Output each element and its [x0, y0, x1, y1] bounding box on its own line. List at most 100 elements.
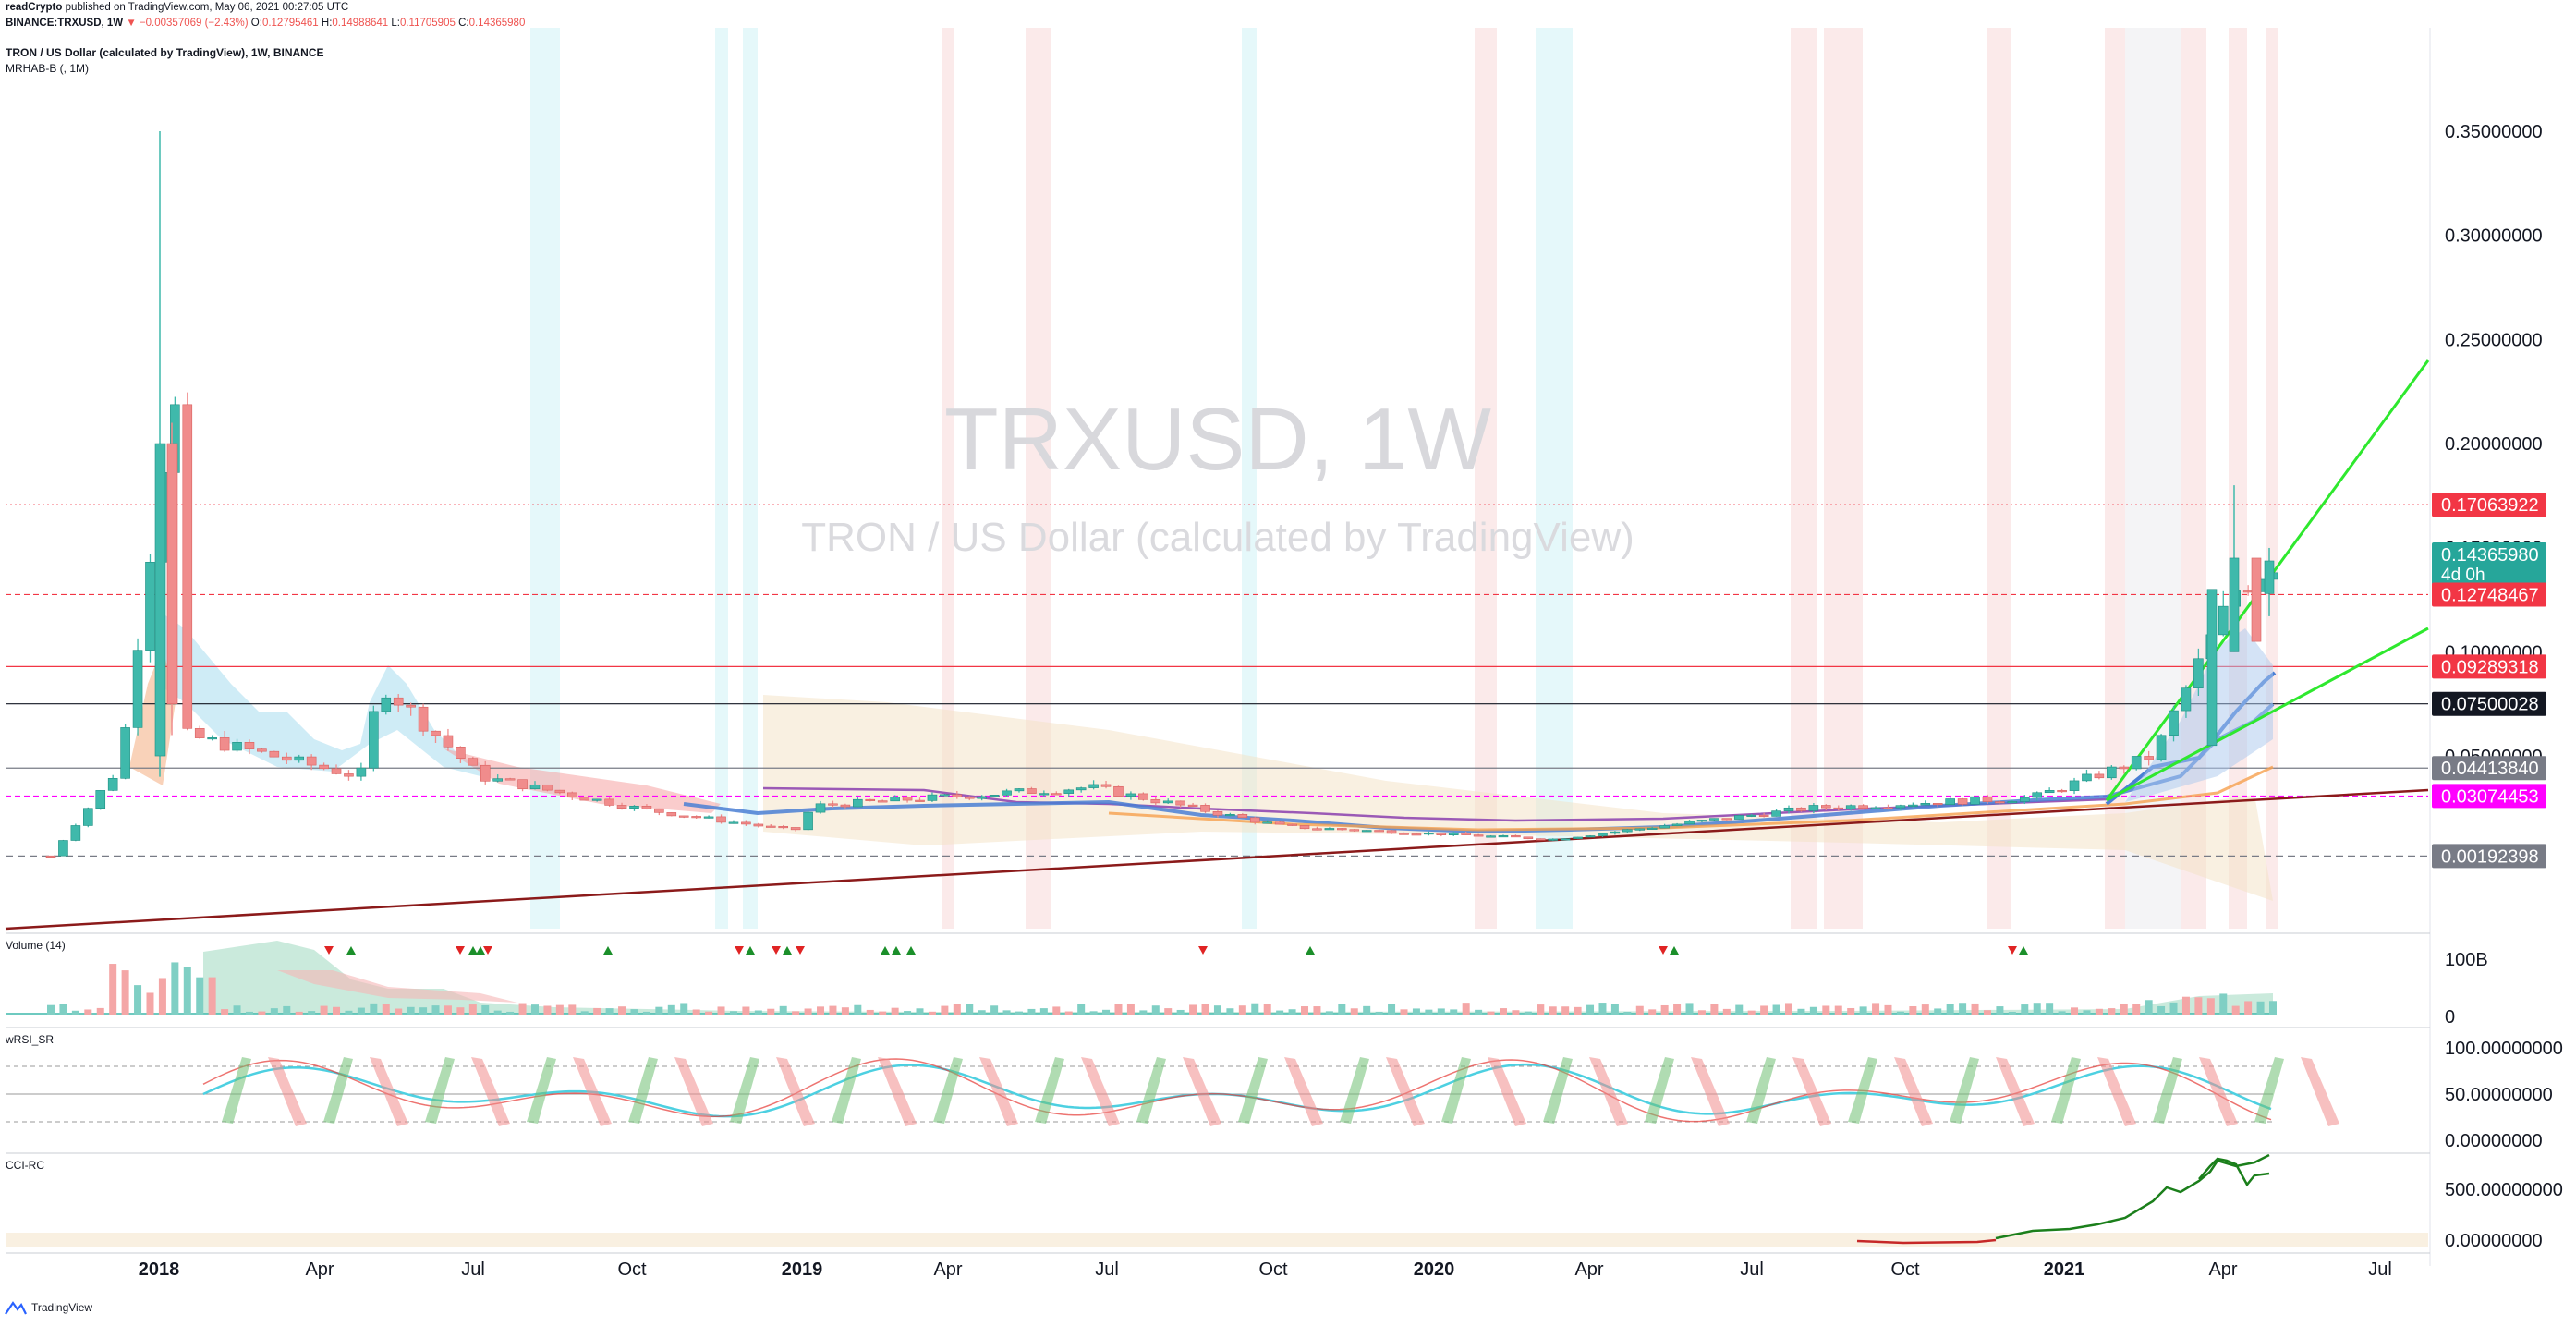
candle-body [1796, 807, 1806, 811]
candle-body [306, 756, 317, 766]
volume-bar [754, 1010, 762, 1015]
low-label: L: [391, 18, 400, 29]
candle-body [1833, 807, 1844, 809]
candle-body [319, 764, 329, 770]
candle-body [604, 798, 614, 806]
tradingview-logo[interactable]: TradingView [4, 1299, 92, 1316]
candle-body [1113, 785, 1124, 797]
wrsi-tick-label: 0.00000000 [2445, 1131, 2543, 1151]
volume-pane-title[interactable]: Volume (14) [6, 939, 66, 952]
rsi-up-wedge [1340, 1057, 1369, 1124]
volume-bar [1697, 1010, 1706, 1015]
sell-zone-band [2229, 28, 2247, 929]
volume-bar [667, 1004, 675, 1015]
candle-body [2229, 557, 2240, 652]
candle-body [753, 823, 764, 827]
buy-signal-arrow [476, 946, 485, 955]
candle-body [2144, 756, 2154, 760]
volume-bar [1189, 1004, 1197, 1015]
volume-bar [779, 1005, 787, 1015]
candle-body [257, 748, 267, 752]
price-label-box [2432, 784, 2546, 809]
candle-body [877, 800, 888, 803]
candle-body [517, 779, 528, 790]
candle-body [927, 794, 938, 801]
volume-bar [506, 1011, 515, 1015]
volume-bar [1151, 1005, 1160, 1015]
candle-body [381, 697, 392, 712]
volume-bar [792, 1011, 800, 1015]
volume-bar [1722, 1008, 1731, 1015]
candle-body [1473, 834, 1484, 837]
publisher-name[interactable]: readCrypto [6, 2, 63, 13]
candle-body [1746, 814, 1756, 817]
rsi-down-wedge [370, 1057, 408, 1126]
volume-bar [1077, 1004, 1086, 1015]
volume-bar [2071, 1007, 2079, 1015]
candle-body [1448, 833, 1459, 835]
series-legend[interactable]: TRON / US Dollar (calculated by TradingV… [6, 46, 324, 59]
volume-bar [233, 1005, 241, 1015]
price-label-box [2432, 541, 2546, 585]
rsi-up-wedge [1441, 1057, 1471, 1124]
candle-body [1138, 793, 1148, 800]
wrsi-pane-title[interactable]: wRSI_SR [6, 1033, 55, 1046]
volume-bar [1363, 1005, 1371, 1015]
candle-body [1150, 799, 1161, 804]
sell-signal-arrow [772, 946, 781, 955]
volume-bar [245, 1011, 253, 1015]
candle-body [542, 784, 553, 791]
volume-bar [1002, 1010, 1011, 1015]
volume-bar [1797, 1008, 1805, 1015]
volume-bar [1909, 1006, 1917, 1015]
candle-body [120, 727, 130, 779]
candle-body [703, 816, 714, 819]
volume-bar [395, 1008, 403, 1015]
candles [45, 131, 2278, 858]
rsi-down-wedge [1996, 1057, 2035, 1126]
volume-bar [1623, 1011, 1632, 1015]
footer-brand: TradingView [31, 1301, 93, 1314]
volume-bar [742, 1006, 750, 1015]
buy-signal-arrow [906, 946, 916, 955]
volume-bar [382, 1004, 390, 1015]
y-tick-label: 0.30000000 [2445, 226, 2543, 247]
candle-body [2206, 589, 2218, 747]
volume-bar [767, 1008, 775, 1015]
rsi-down-wedge [674, 1057, 713, 1126]
candle-body [1063, 789, 1075, 794]
candle-body [1709, 818, 1719, 821]
candle-body [418, 706, 429, 732]
candle-body [1299, 825, 1310, 830]
buy-signal-arrow [881, 946, 890, 955]
volume-bar [953, 1004, 961, 1015]
volume-bar [1549, 1006, 1557, 1015]
volume-bar [431, 1005, 440, 1015]
candle-body [1175, 800, 1185, 806]
volume-bar [1971, 1003, 1979, 1015]
volume-pane: 100B 0 [6, 932, 2488, 1028]
indicator-legend[interactable]: MRHAB-B (, 1M) [6, 62, 89, 75]
candle-body [1075, 787, 1087, 791]
buy-zone-band [715, 28, 728, 929]
rsi-down-wedge [1284, 1057, 1323, 1126]
candle-body [616, 805, 627, 809]
cci-pane-title[interactable]: CCI-RC [6, 1159, 44, 1172]
volume-bar [2194, 997, 2203, 1015]
volume-bar [1710, 1004, 1719, 1015]
candle-body [468, 758, 479, 766]
candle-body [1957, 798, 1968, 805]
buy-signal-arrow [1670, 946, 1679, 955]
sell-zone-band [1475, 28, 1497, 929]
candle-body [1634, 828, 1646, 831]
volume-bar [817, 1006, 825, 1015]
candle-body [952, 794, 963, 797]
candle-body [1324, 828, 1335, 831]
candle-body [443, 735, 454, 748]
x-tick-label: Apr [1574, 1259, 1603, 1280]
sell-zone-band [2266, 28, 2278, 929]
candle-body [1684, 821, 1695, 825]
volume-bar [1450, 1009, 1458, 1015]
rsi-down-wedge [2301, 1057, 2339, 1126]
